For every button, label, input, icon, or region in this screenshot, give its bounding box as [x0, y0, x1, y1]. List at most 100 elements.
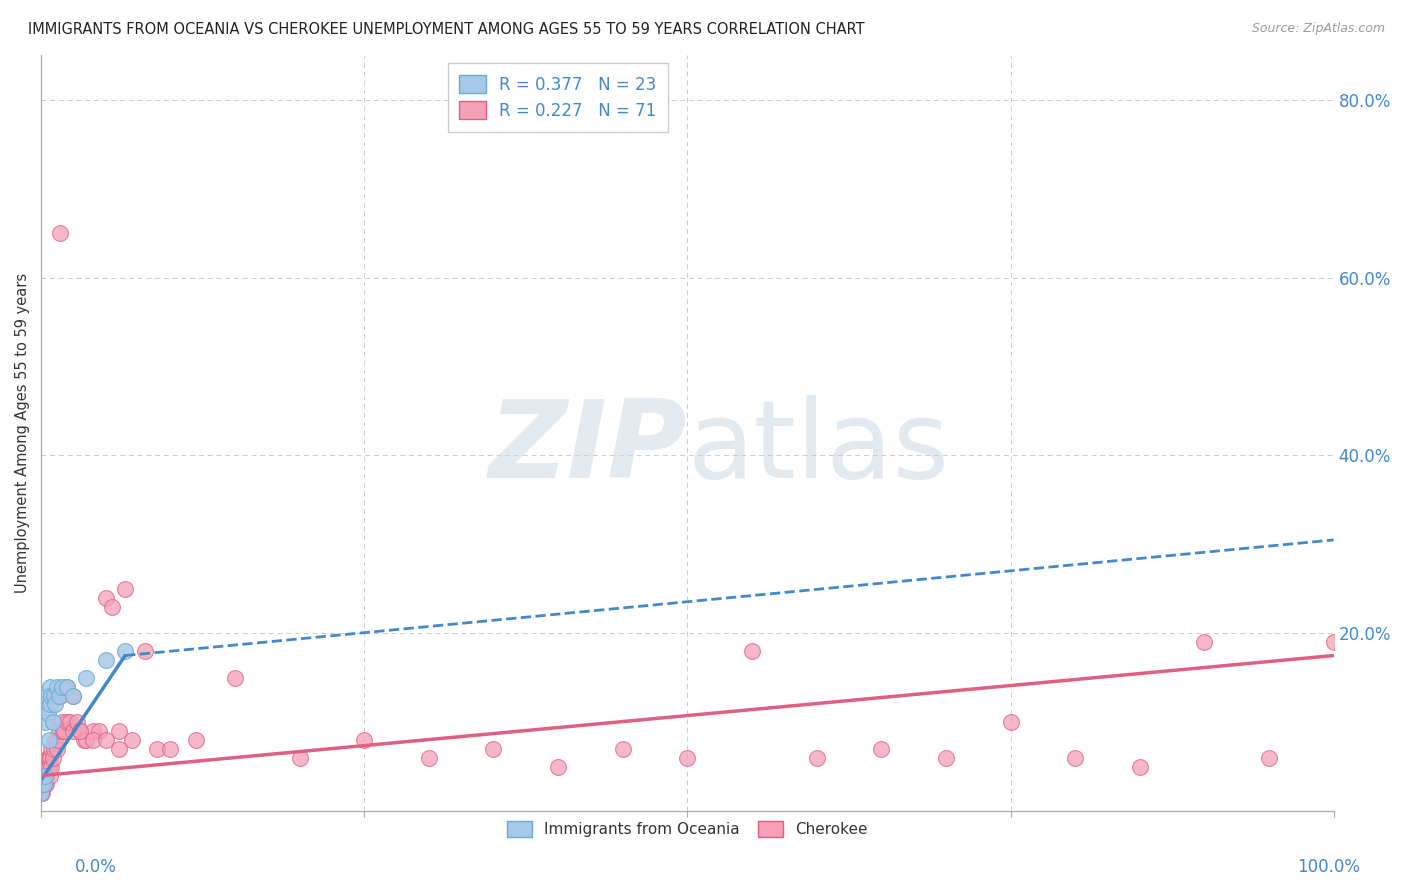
Point: [45, 742, 67, 756]
Point: [1194, 635, 1216, 649]
Point: [806, 751, 828, 765]
Point: [75, 671, 97, 685]
Point: [1258, 751, 1281, 765]
Point: [45, 680, 67, 694]
Point: [34, 715, 56, 730]
Point: [676, 751, 699, 765]
Point: [32, 769, 55, 783]
Point: [1000, 715, 1022, 730]
Point: [94, 653, 117, 667]
Point: [1129, 760, 1152, 774]
Point: [121, 733, 143, 747]
Point: [62, 689, 84, 703]
Point: [35, 777, 58, 791]
Point: [94, 591, 117, 605]
Point: [44, 698, 66, 712]
Point: [612, 742, 634, 756]
Point: [30, 786, 52, 800]
Point: [38, 751, 60, 765]
Point: [935, 751, 957, 765]
Point: [1323, 635, 1346, 649]
Point: [66, 715, 89, 730]
Point: [56, 715, 79, 730]
Point: [48, 724, 70, 739]
Point: [56, 680, 79, 694]
Point: [34, 769, 56, 783]
Point: [82, 733, 104, 747]
Point: [38, 733, 60, 747]
Point: [89, 724, 111, 739]
Point: [38, 760, 60, 774]
Point: [32, 777, 55, 791]
Point: [34, 777, 56, 791]
Point: [418, 751, 440, 765]
Point: [51, 715, 73, 730]
Point: [32, 698, 55, 712]
Point: [62, 689, 84, 703]
Point: [73, 733, 96, 747]
Point: [31, 786, 53, 800]
Point: [62, 724, 84, 739]
Point: [39, 751, 62, 765]
Point: [741, 644, 763, 658]
Point: [69, 724, 91, 739]
Point: [186, 733, 208, 747]
Point: [146, 742, 169, 756]
Point: [94, 733, 117, 747]
Point: [114, 644, 136, 658]
Point: [41, 689, 63, 703]
Point: [41, 760, 63, 774]
Text: atlas: atlas: [688, 395, 949, 501]
Point: [39, 769, 62, 783]
Point: [37, 760, 59, 774]
Point: [34, 760, 56, 774]
Point: [39, 698, 62, 712]
Point: [48, 689, 70, 703]
Point: [39, 680, 62, 694]
Point: [53, 724, 76, 739]
Point: [353, 733, 375, 747]
Point: [482, 742, 505, 756]
Point: [31, 777, 53, 791]
Point: [32, 777, 55, 791]
Point: [159, 742, 181, 756]
Point: [870, 742, 893, 756]
Point: [42, 751, 65, 765]
Point: [101, 599, 124, 614]
Point: [35, 769, 58, 783]
Text: 0.0%: 0.0%: [75, 858, 117, 876]
Point: [30, 786, 52, 800]
Point: [547, 760, 569, 774]
Point: [42, 715, 65, 730]
Point: [44, 733, 66, 747]
Point: [75, 733, 97, 747]
Point: [58, 715, 80, 730]
Point: [69, 724, 91, 739]
Point: [51, 680, 73, 694]
Point: [34, 769, 56, 783]
Point: [56, 680, 79, 694]
Point: [114, 582, 136, 596]
Point: [49, 689, 72, 703]
Point: [288, 751, 311, 765]
Point: [46, 733, 69, 747]
Point: [82, 724, 104, 739]
Text: ZIP: ZIP: [489, 395, 688, 501]
Point: [52, 724, 75, 739]
Y-axis label: Unemployment Among Ages 55 to 59 years: Unemployment Among Ages 55 to 59 years: [15, 273, 30, 593]
Legend: Immigrants from Oceania, Cherokee: Immigrants from Oceania, Cherokee: [501, 814, 875, 845]
Point: [134, 644, 156, 658]
Text: Source: ZipAtlas.com: Source: ZipAtlas.com: [1251, 22, 1385, 36]
Text: IMMIGRANTS FROM OCEANIA VS CHEROKEE UNEMPLOYMENT AMONG AGES 55 TO 59 YEARS CORRE: IMMIGRANTS FROM OCEANIA VS CHEROKEE UNEM…: [28, 22, 865, 37]
Point: [41, 742, 63, 756]
Text: 100.0%: 100.0%: [1298, 858, 1360, 876]
Point: [42, 742, 65, 756]
Point: [37, 706, 59, 721]
Point: [42, 689, 65, 703]
Point: [49, 226, 72, 240]
Point: [37, 751, 59, 765]
Point: [1064, 751, 1087, 765]
Point: [35, 689, 58, 703]
Point: [31, 777, 53, 791]
Point: [107, 742, 129, 756]
